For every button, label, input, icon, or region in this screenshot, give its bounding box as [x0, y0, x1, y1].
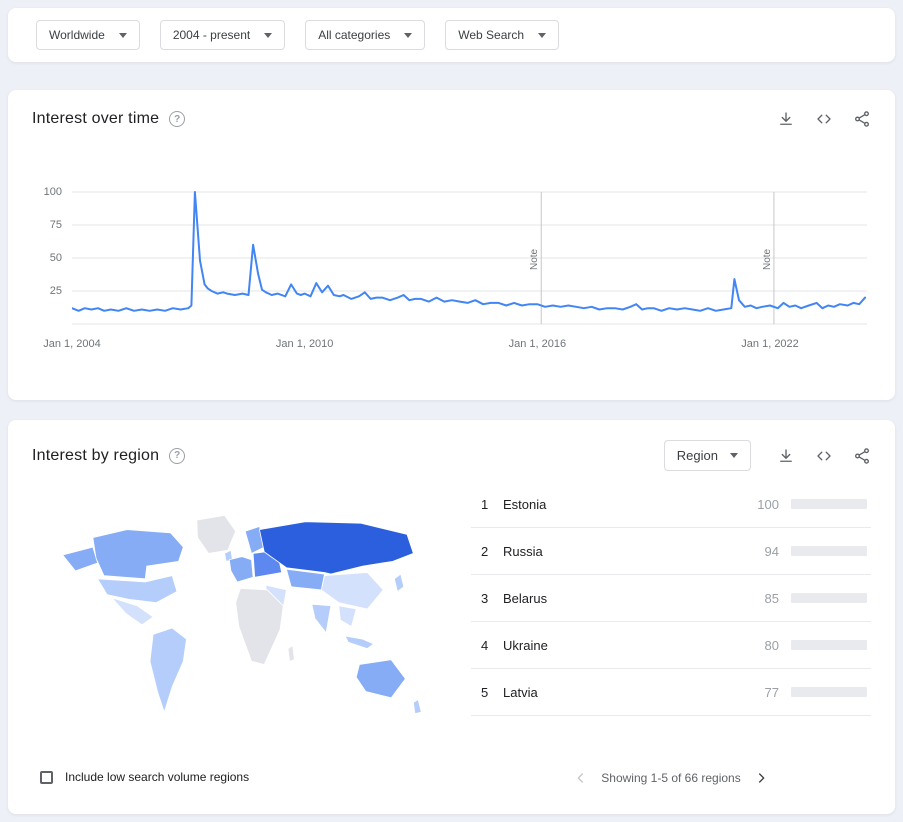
download-icon[interactable] [777, 110, 795, 128]
region-row[interactable]: 1 Estonia 100 [471, 481, 871, 528]
filter-category-label: All categories [318, 28, 391, 42]
region-value: 85 [764, 590, 779, 606]
svg-text:Note: Note [762, 248, 773, 270]
chart-y-axis: 100 75 50 25 [32, 184, 72, 334]
filter-searchtype-dropdown[interactable]: Web Search [445, 20, 560, 50]
map-region-china[interactable] [320, 572, 384, 610]
map-column [32, 475, 471, 752]
chevron-down-icon [404, 32, 413, 38]
region-pagination: Showing 1-5 of 66 regions [471, 770, 871, 786]
region-bar [791, 546, 867, 556]
include-low-volume-checkbox[interactable]: Include low search volume regions [40, 770, 249, 784]
region-bar [791, 687, 867, 697]
region-rank: 1 [481, 496, 489, 512]
chevron-down-icon [730, 453, 738, 458]
y-tick-label: 25 [49, 285, 62, 297]
chart-plot-area[interactable]: Note Note [72, 184, 867, 334]
map-region-indonesia[interactable] [343, 635, 374, 650]
map-region-japan[interactable] [393, 573, 404, 593]
share-icon[interactable] [853, 110, 871, 128]
region-list: 1 Estonia 100 2 Russia 94 3 Belarus 85 [471, 475, 871, 752]
region-mode-dropdown[interactable]: Region [663, 440, 751, 471]
map-region-madagascar[interactable] [287, 644, 295, 662]
world-map[interactable] [51, 509, 433, 752]
map-region-canada[interactable] [91, 529, 184, 580]
pagination-text: Showing 1-5 of 66 regions [601, 771, 741, 785]
y-tick-label: 50 [49, 252, 62, 264]
map-region-mexico[interactable] [110, 597, 154, 626]
region-row[interactable]: 3 Belarus 85 [471, 575, 871, 622]
region-mode-label: Region [676, 448, 718, 463]
map-region-usa[interactable] [96, 575, 177, 604]
checkbox-icon[interactable] [40, 770, 53, 784]
y-tick-label: 100 [43, 186, 62, 198]
region-name: Ukraine [503, 637, 548, 653]
help-icon[interactable]: ? [169, 111, 186, 127]
include-low-volume-label: Include low search volume regions [65, 770, 250, 784]
region-name: Latvia [503, 684, 538, 700]
interest-over-time-title: Interest over time [32, 110, 160, 127]
region-value: 94 [764, 543, 779, 559]
region-name: Belarus [503, 590, 548, 606]
map-region-western-europe[interactable] [228, 556, 254, 583]
x-tick-label: Jan 1, 2016 [508, 338, 567, 350]
region-name: Russia [503, 543, 543, 559]
region-rank: 5 [481, 684, 489, 700]
filter-location-label: Worldwide [49, 28, 105, 42]
chart-x-axis: Jan 1, 2004 Jan 1, 2010 Jan 1, 2016 Jan … [43, 338, 871, 356]
filter-category-dropdown[interactable]: All categories [305, 20, 426, 50]
region-name: Estonia [503, 496, 547, 512]
y-tick-label: 75 [49, 219, 62, 231]
region-rank: 2 [481, 543, 489, 559]
filter-timerange-dropdown[interactable]: 2004 - present [159, 20, 286, 50]
next-page-icon[interactable] [753, 770, 769, 786]
interest-over-time-card: Interest over time ? 100 75 50 25 [8, 90, 895, 400]
help-icon[interactable]: ? [169, 447, 186, 464]
share-icon[interactable] [853, 447, 871, 465]
map-region-russia[interactable] [258, 521, 414, 575]
embed-code-icon[interactable] [815, 110, 833, 128]
region-value: 80 [764, 637, 779, 653]
download-icon[interactable] [777, 447, 795, 465]
filter-searchtype-label: Web Search [458, 28, 525, 42]
region-value: 100 [757, 496, 779, 512]
x-tick-label: Jan 1, 2022 [741, 338, 799, 350]
map-region-india[interactable] [310, 603, 331, 634]
map-region-central-asia[interactable] [285, 568, 325, 591]
filter-location-dropdown[interactable]: Worldwide [36, 20, 140, 50]
chevron-down-icon [538, 32, 547, 38]
region-row[interactable]: 4 Ukraine 80 [471, 622, 871, 669]
interest-by-region-card: Interest by region ? Region [8, 420, 895, 814]
trend-line-svg: Note Note [72, 191, 867, 325]
x-tick-label: Jan 1, 2004 [43, 338, 101, 350]
region-bar [791, 593, 867, 603]
previous-page-icon[interactable] [573, 770, 589, 786]
region-row[interactable]: 2 Russia 94 [471, 528, 871, 575]
map-region-new-zealand[interactable] [412, 698, 422, 715]
region-rank: 3 [481, 590, 489, 606]
x-tick-label: Jan 1, 2010 [275, 338, 334, 350]
region-row[interactable]: 5 Latvia 77 [471, 669, 871, 716]
map-region-southeast-asia[interactable] [337, 605, 357, 628]
svg-text:Note: Note [529, 248, 540, 270]
region-rank: 4 [481, 637, 489, 653]
chevron-down-icon [264, 32, 273, 38]
interest-over-time-chart[interactable]: 100 75 50 25 Note Note [32, 184, 871, 334]
region-bar [791, 499, 867, 509]
embed-code-icon[interactable] [815, 447, 833, 465]
chevron-down-icon [118, 32, 127, 38]
filter-bar: Worldwide 2004 - present All categories … [8, 8, 895, 62]
filter-timerange-label: 2004 - present [172, 28, 251, 42]
map-region-south-america[interactable] [149, 627, 187, 714]
region-value: 77 [764, 684, 779, 700]
map-region-greenland[interactable] [195, 514, 236, 554]
map-region-australia[interactable] [355, 659, 406, 699]
map-region-africa[interactable] [234, 587, 284, 665]
interest-by-region-title: Interest by region [32, 446, 160, 464]
region-bar [791, 640, 867, 650]
map-region-alaska[interactable] [61, 546, 98, 572]
